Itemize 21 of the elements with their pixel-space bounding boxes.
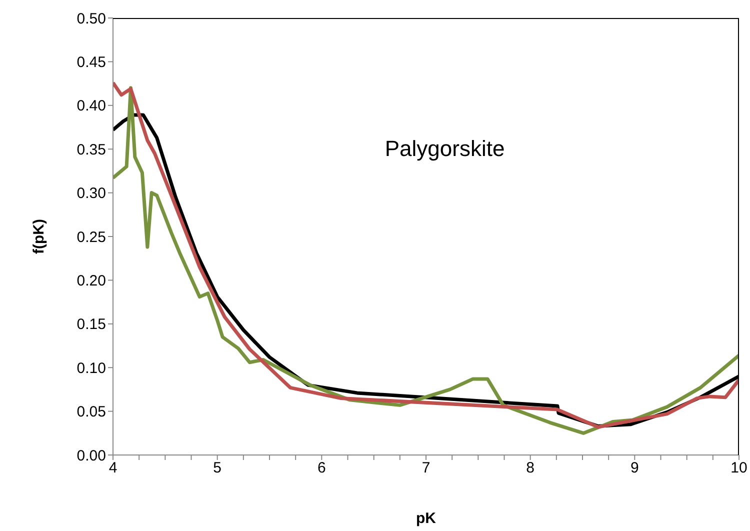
y-tick-label: 0.40 [76, 98, 106, 115]
y-tick-label: 0.00 [76, 447, 106, 464]
x-axis-title: pK [416, 510, 436, 527]
y-tick-label: 0.10 [76, 360, 106, 377]
x-tick-label: 9 [630, 460, 639, 477]
x-tick-label: 7 [422, 460, 430, 477]
x-tick-label: 10 [730, 460, 748, 477]
y-tick-label: 0.05 [76, 404, 106, 421]
y-tick-label: 0.25 [76, 228, 106, 246]
y-tick-label: 0.50 [76, 10, 106, 28]
x-tick-label: 6 [317, 460, 326, 477]
y-tick-label: 0.15 [76, 316, 106, 334]
y-tick-label: 0.35 [76, 141, 106, 158]
y-axis-title: f(pK) [30, 219, 48, 254]
y-tick-label: 0.30 [76, 185, 106, 202]
y-tick-label: 0.20 [76, 272, 106, 290]
annotation: Palygorskite [384, 136, 505, 162]
x-tick-label: 4 [108, 460, 118, 477]
x-tick-label: 5 [213, 460, 222, 477]
x-tick-label: 8 [526, 460, 535, 477]
y-tick-label: 0.45 [76, 54, 106, 72]
